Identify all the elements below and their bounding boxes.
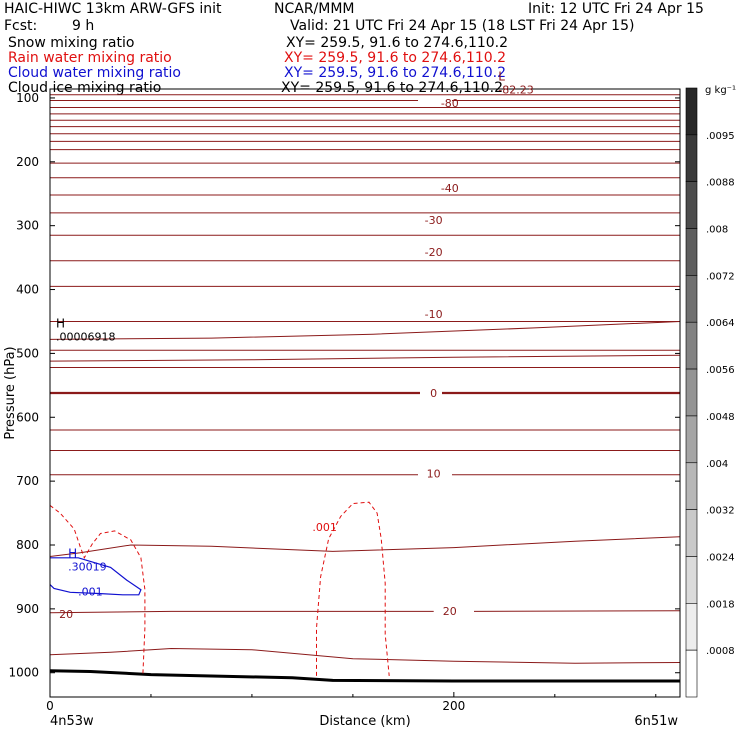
field-name-rain: Rain water mixing ratio — [8, 50, 172, 66]
colorbar-label: .0048 — [706, 412, 735, 423]
y-tick-label: 500 — [16, 346, 39, 360]
y-tick-label: 400 — [16, 283, 39, 297]
colorbar-label: .0032 — [706, 506, 735, 517]
y-tick-label: 600 — [16, 410, 39, 424]
colorbar: .0095 .0088 .008 .0072 .0064 .0056 .0048 .004 .0… — [685, 85, 736, 698]
extremum-value: -82.23 — [498, 83, 533, 96]
isotherm-line — [49, 321, 681, 340]
isotherm-label: -30 — [425, 214, 443, 227]
extremum-mark: H — [56, 317, 65, 331]
colorbar-swatch — [685, 181, 698, 229]
rain-contour-label: .001 — [312, 521, 337, 534]
x-endpoint-right: 6n51w — [634, 714, 678, 729]
isotherm-label: -40 — [441, 182, 459, 195]
colorbar-swatch — [685, 603, 698, 651]
x-tick-label: 200 — [442, 699, 465, 713]
isotherm-line — [49, 647, 681, 664]
rain-contour-line — [49, 505, 146, 675]
run-title: HAIC-HIWC 13km ARW-GFS init — [4, 1, 222, 17]
cloud-water-contour-line — [49, 557, 142, 596]
isotherm-line — [49, 536, 681, 557]
colorbar-label: .0095 — [706, 131, 735, 142]
colorbar-unit: g kg⁻¹ — [705, 85, 736, 96]
x-axis-title: Distance (km) — [319, 714, 410, 729]
mixing-ratio-contours — [49, 501, 390, 676]
y-tick-label: 800 — [16, 538, 39, 552]
extremum-mark: H — [68, 547, 77, 561]
colorbar-label: .0088 — [706, 178, 735, 189]
isotherm-label: 20 — [443, 605, 457, 618]
plot-frame — [49, 88, 681, 698]
colorbar-swatch — [685, 509, 698, 557]
rain-contour-line — [316, 501, 390, 676]
colorbar-swatch — [685, 649, 698, 698]
isotherm-line — [49, 354, 681, 362]
field-xy-rain: XY= 259.5, 91.6 to 274.6,110.2 — [284, 50, 507, 66]
isotherm-label: 10 — [427, 467, 441, 480]
init-time: Init: 12 UTC Fri 24 Apr 15 — [528, 1, 704, 17]
y-axis-title: Pressure (hPa) — [3, 346, 18, 439]
temperature-contours — [49, 94, 681, 683]
extremum-mark: L — [498, 69, 505, 83]
colorbar-label: .0024 — [706, 552, 735, 563]
field-xy-cloud-ice: XY= 259.5, 91.6 to 274.6,110.2 — [281, 80, 504, 96]
field-xy-cloud-water: XY= 259.5, 91.6 to 274.6,110.2 — [284, 65, 507, 81]
isotherm-line — [473, 610, 681, 612]
y-tick-label: 200 — [16, 155, 39, 169]
x-endpoint-left: 4n53w — [50, 714, 94, 729]
forecast-hour: 9 h — [72, 18, 95, 34]
extremum-value: .00006918 — [56, 331, 116, 344]
colorbar-label: .0064 — [706, 318, 735, 329]
colorbar-label: .0018 — [706, 599, 735, 610]
isotherm-label: 0 — [430, 387, 437, 400]
colorbar-swatch — [685, 134, 698, 182]
terrain-surface-line — [49, 669, 680, 683]
colorbar-label: .004 — [706, 459, 728, 470]
field-name-snow: Snow mixing ratio — [8, 35, 135, 51]
colorbar-label: .0008 — [706, 646, 735, 657]
isotherm-label: -10 — [425, 308, 443, 321]
y-tick-label: 1000 — [8, 666, 39, 680]
colorbar-swatch — [685, 228, 698, 276]
colorbar-label: .0072 — [706, 271, 735, 282]
cloud-water-contour-label: .001 — [78, 586, 103, 599]
colorbar-swatch — [685, 321, 698, 370]
colorbar-swatch — [685, 87, 698, 136]
forecast-label: Fcst: — [4, 18, 38, 34]
colorbar-swatch — [685, 462, 698, 510]
y-tick-label: 300 — [16, 219, 39, 233]
y-tick-label: 100 — [16, 91, 39, 105]
isotherm-line — [49, 610, 434, 614]
field-xy-snow: XY= 259.5, 91.6 to 274.6,110.2 — [286, 35, 509, 51]
valid-time: Valid: 21 UTC Fri 24 Apr 15 (18 LST Fri … — [290, 18, 635, 34]
field-name-cloud-ice: Cloud ice mixing ratio — [8, 80, 162, 96]
contour-labels: -80-40-30-20-100102020L-82.23H.00006918H… — [56, 69, 534, 621]
x-tick-label: 0 — [46, 699, 54, 713]
colorbar-swatch — [685, 368, 698, 417]
isotherm-label: -20 — [425, 246, 443, 259]
organization: NCAR/MMM — [274, 1, 355, 17]
y-tick-label: 700 — [16, 474, 39, 488]
y-tick-label: 900 — [16, 602, 39, 616]
isotherm-label: 20 — [59, 608, 73, 621]
colorbar-label: .0056 — [706, 365, 735, 376]
colorbar-swatch — [685, 415, 698, 464]
isotherm-label: -80 — [441, 97, 459, 110]
colorbar-swatch — [685, 556, 698, 604]
colorbar-swatch — [685, 275, 698, 323]
extremum-value: .30019 — [68, 561, 107, 574]
colorbar-label: .008 — [706, 225, 728, 236]
field-name-cloud-water: Cloud water mixing ratio — [8, 65, 181, 81]
